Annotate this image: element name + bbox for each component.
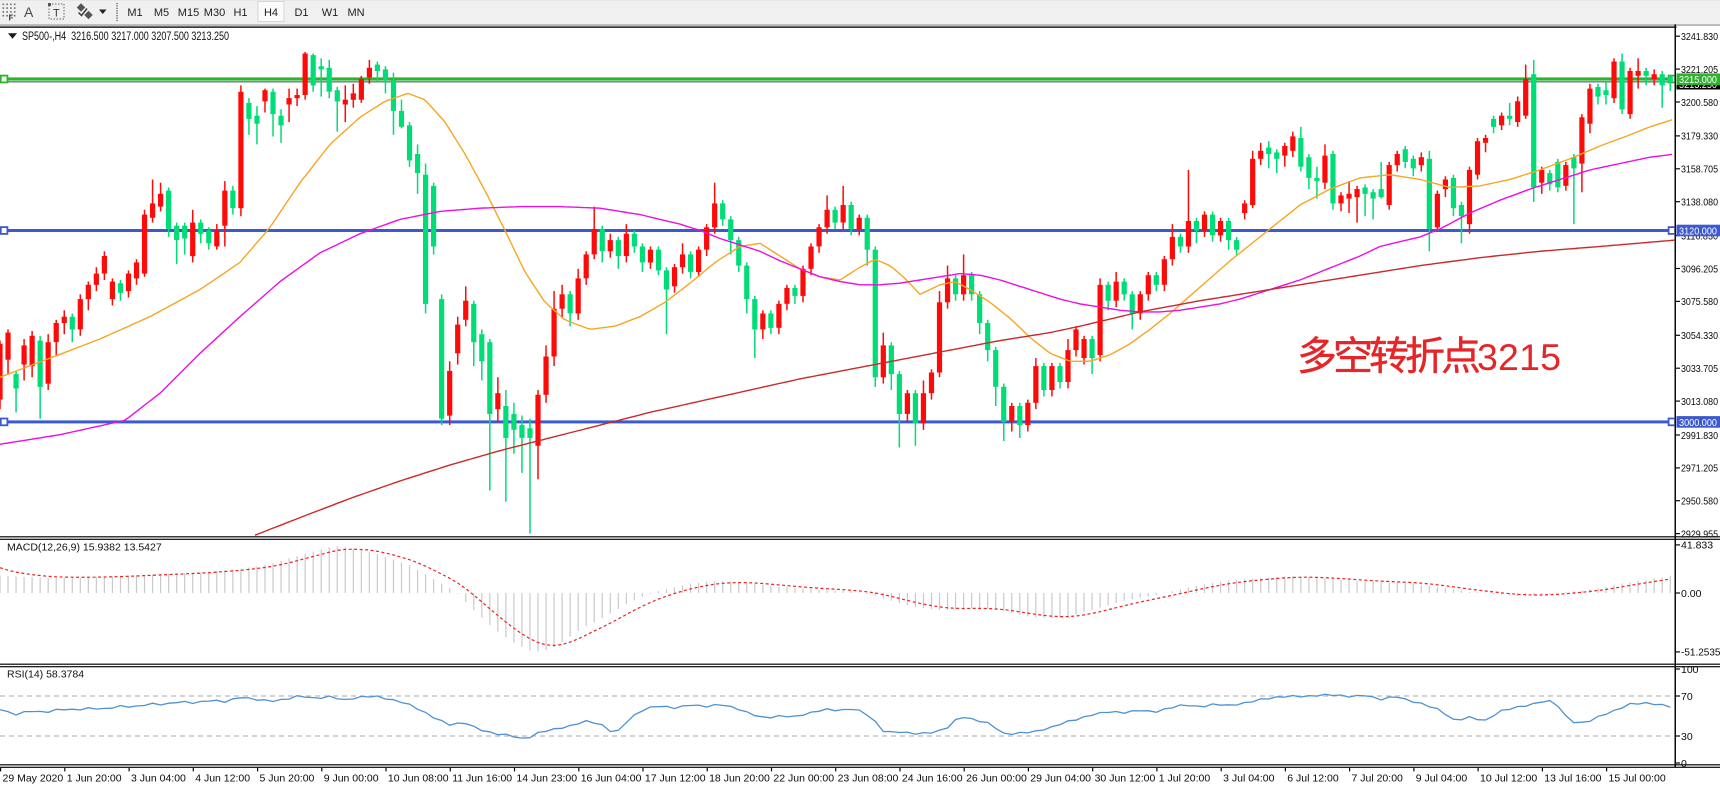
svg-text:24 Jun 16:00: 24 Jun 16:00	[902, 773, 963, 785]
svg-text:11 Jun 16:00: 11 Jun 16:00	[452, 773, 512, 785]
svg-text:3 Jul 04:00: 3 Jul 04:00	[1223, 773, 1275, 785]
svg-text:70: 70	[1681, 691, 1693, 703]
svg-text:MN: MN	[347, 7, 364, 19]
svg-text:2929.955: 2929.955	[1681, 528, 1718, 540]
svg-text:M30: M30	[204, 7, 225, 19]
svg-text:100: 100	[1681, 664, 1699, 676]
svg-text:W1: W1	[322, 7, 339, 19]
svg-text:H4: H4	[264, 7, 278, 19]
svg-text:M5: M5	[154, 7, 169, 19]
svg-text:3158.705: 3158.705	[1681, 164, 1718, 176]
svg-text:9 Jun 00:00: 9 Jun 00:00	[324, 773, 379, 785]
svg-text:2971.205: 2971.205	[1681, 463, 1718, 475]
svg-text:0.00: 0.00	[1681, 588, 1702, 600]
svg-text:5 Jun 20:00: 5 Jun 20:00	[260, 773, 315, 785]
svg-text:3215: 3215	[1477, 336, 1561, 378]
svg-text:15 Jul 00:00: 15 Jul 00:00	[1609, 773, 1666, 785]
svg-text:D1: D1	[294, 7, 308, 19]
svg-text:41.833: 41.833	[1681, 540, 1713, 552]
svg-text:4 Jun 12:00: 4 Jun 12:00	[195, 773, 250, 785]
svg-text:14 Jun 23:00: 14 Jun 23:00	[516, 773, 577, 785]
svg-text:1 Jun 20:00: 1 Jun 20:00	[67, 773, 122, 785]
svg-text:3241.830: 3241.830	[1681, 31, 1718, 43]
svg-text:22 Jun 00:00: 22 Jun 00:00	[773, 773, 834, 785]
svg-text:16 Jun 04:00: 16 Jun 04:00	[581, 773, 642, 785]
svg-text:26 Jun 00:00: 26 Jun 00:00	[966, 773, 1027, 785]
svg-text:13 Jul 16:00: 13 Jul 16:00	[1544, 773, 1601, 785]
svg-text:30 Jun 12:00: 30 Jun 12:00	[1095, 773, 1156, 785]
svg-text:2950.580: 2950.580	[1681, 496, 1718, 508]
svg-text:29 May 2020: 29 May 2020	[3, 773, 64, 785]
svg-text:29 Jun 04:00: 29 Jun 04:00	[1030, 773, 1091, 785]
svg-text:3215.000: 3215.000	[1679, 74, 1717, 86]
svg-text:10 Jun 08:00: 10 Jun 08:00	[388, 773, 449, 785]
svg-text:SP500-,H4 3216.500 3217.000 3: SP500-,H4 3216.500 3217.000 3207.500 321…	[22, 31, 229, 43]
svg-text:MACD(12,26,9) 15.9382 13.5427: MACD(12,26,9) 15.9382 13.5427	[7, 542, 162, 554]
svg-text:3013.080: 3013.080	[1681, 396, 1718, 408]
svg-text:7 Jul 20:00: 7 Jul 20:00	[1352, 773, 1404, 785]
svg-text:3138.080: 3138.080	[1681, 197, 1718, 209]
svg-text:3000.000: 3000.000	[1679, 417, 1717, 429]
svg-text:17 Jun 12:00: 17 Jun 12:00	[645, 773, 706, 785]
svg-text:A: A	[24, 4, 34, 20]
svg-text:23 Jun 08:00: 23 Jun 08:00	[838, 773, 899, 785]
svg-text:3096.205: 3096.205	[1681, 263, 1718, 275]
svg-text:3054.330: 3054.330	[1681, 330, 1718, 342]
svg-text:H1: H1	[233, 7, 247, 19]
svg-text:2991.830: 2991.830	[1681, 430, 1718, 442]
svg-text:6 Jul 12:00: 6 Jul 12:00	[1287, 773, 1339, 785]
svg-text:3200.580: 3200.580	[1681, 97, 1718, 109]
svg-text:3033.705: 3033.705	[1681, 363, 1718, 375]
svg-text:3075.580: 3075.580	[1681, 296, 1718, 308]
svg-text:-51.2535: -51.2535	[1681, 647, 1720, 659]
svg-text:F: F	[9, 14, 14, 23]
svg-text:3 Jun 04:00: 3 Jun 04:00	[131, 773, 186, 785]
svg-text:M15: M15	[178, 7, 199, 19]
svg-text:9 Jul 04:00: 9 Jul 04:00	[1416, 773, 1468, 785]
svg-text:1 Jul 20:00: 1 Jul 20:00	[1159, 773, 1211, 785]
svg-text:M1: M1	[127, 7, 142, 19]
svg-text:T: T	[53, 8, 60, 20]
svg-text:0: 0	[1681, 758, 1687, 770]
svg-text:18 Jun 20:00: 18 Jun 20:00	[709, 773, 770, 785]
svg-text:30: 30	[1681, 731, 1693, 743]
svg-text:3120.000: 3120.000	[1679, 226, 1717, 238]
svg-text:10 Jul 12:00: 10 Jul 12:00	[1480, 773, 1537, 785]
svg-text:3179.330: 3179.330	[1681, 131, 1718, 143]
svg-text:RSI(14) 58.3784: RSI(14) 58.3784	[7, 669, 84, 681]
